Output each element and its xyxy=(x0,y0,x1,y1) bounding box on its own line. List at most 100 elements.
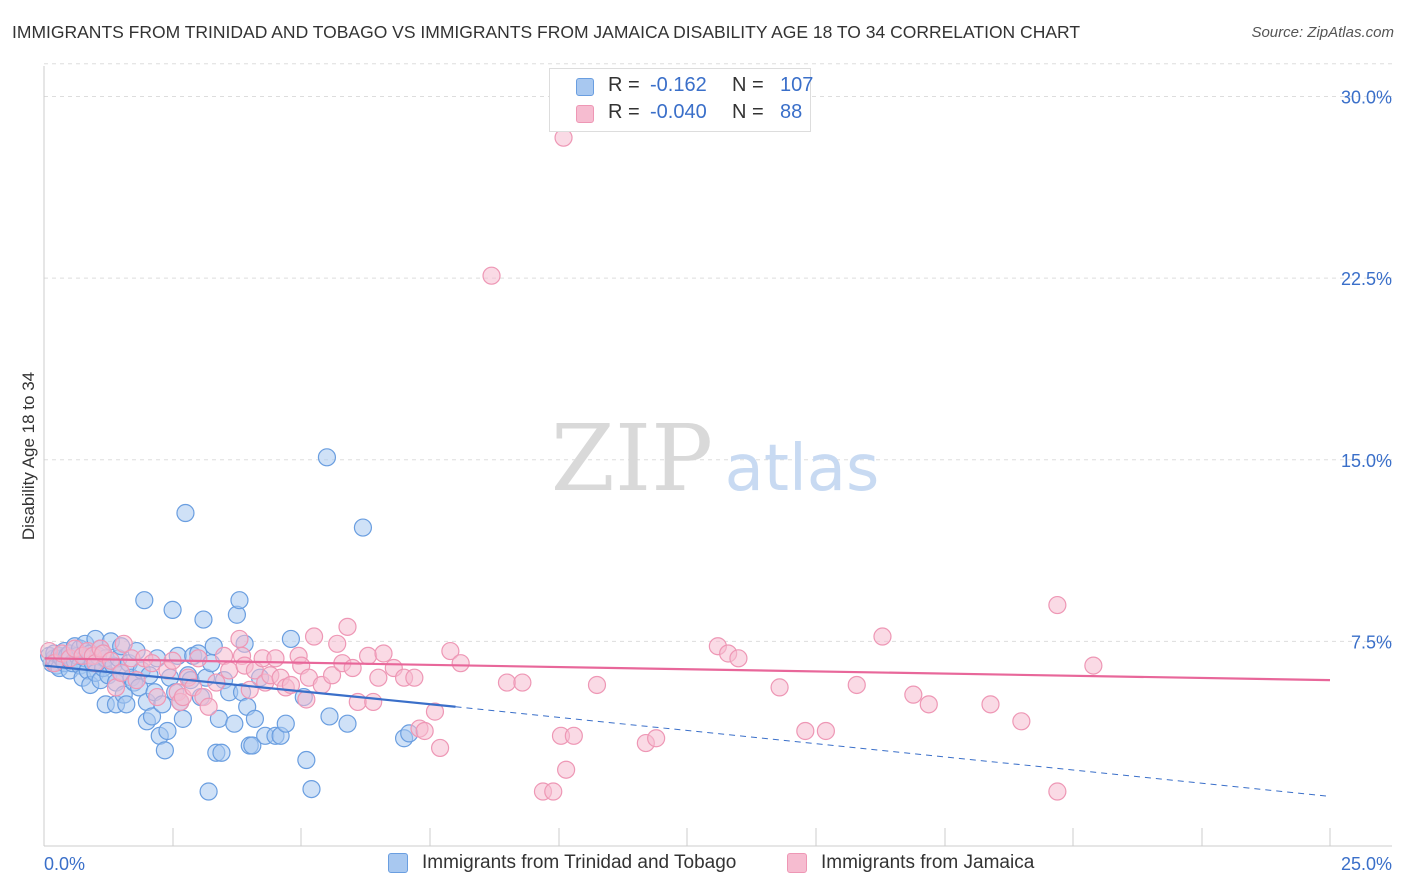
jamaica-point-69 xyxy=(451,654,470,673)
jamaica-point-86 xyxy=(816,721,835,741)
legend-n-label: N = xyxy=(732,74,764,96)
bottom-legend-label-jamaica: Immigrants from Jamaica xyxy=(821,852,1035,873)
trinidad-point-102 xyxy=(320,707,339,726)
jamaica-point-83 xyxy=(729,649,748,668)
jamaica-point-36 xyxy=(240,680,259,699)
legend-n-value: 88 xyxy=(780,101,803,123)
y-tick-label-0: 7.5% xyxy=(1351,632,1392,652)
jamaica-point-80 xyxy=(647,729,666,748)
trinidad-point-104 xyxy=(353,518,373,537)
x-axis-ticks xyxy=(43,828,1331,846)
trinidad-point-90 xyxy=(243,736,262,755)
y-tick-label-1: 15.0% xyxy=(1341,451,1392,471)
jamaica-point-67 xyxy=(430,738,450,758)
trinidad-point-67 xyxy=(176,503,195,523)
trinidad-point-96 xyxy=(276,714,295,733)
legend-r-value: -0.162 xyxy=(650,74,707,96)
jamaica-point-32 xyxy=(220,661,239,680)
series-trinidad-points xyxy=(40,448,419,801)
jamaica-point-78 xyxy=(587,675,607,695)
legend-r-label: R = xyxy=(608,74,640,96)
jamaica-point-91 xyxy=(981,695,1000,714)
jamaica-point-58 xyxy=(364,692,383,712)
jamaica-point-19 xyxy=(148,687,167,707)
watermark-zip: ZIP xyxy=(551,405,713,512)
bottom-legend-swatch-trinidad xyxy=(388,853,408,873)
jamaica-point-70 xyxy=(482,266,501,285)
trinidad-point-66 xyxy=(173,709,192,728)
jamaica-trend-line xyxy=(43,657,1331,682)
jamaica-point-93 xyxy=(1048,782,1067,801)
legend-r-label: R = xyxy=(608,101,640,123)
legend-r-value: -0.040 xyxy=(650,101,707,123)
jamaica-point-60 xyxy=(374,644,393,663)
jamaica-point-33 xyxy=(230,629,249,649)
jamaica-point-68 xyxy=(441,641,460,661)
jamaica-point-52 xyxy=(328,634,347,653)
jamaica-point-47 xyxy=(297,690,316,709)
jamaica-point-59 xyxy=(369,668,388,687)
jamaica-point-27 xyxy=(189,649,208,668)
jamaica-point-18 xyxy=(142,654,162,673)
trinidad-point-73 xyxy=(194,610,213,629)
watermark: ZIP atlas xyxy=(551,405,879,512)
trinidad-trend-extension xyxy=(455,706,1331,797)
jamaica-point-76 xyxy=(557,760,576,779)
legend-row-jamaica: R = -0.040 N = 88 xyxy=(550,101,810,127)
trinidad-point-62 xyxy=(163,600,182,619)
jamaica-point-49 xyxy=(304,627,324,646)
trend-lines xyxy=(43,657,1331,797)
trinidad-point-59 xyxy=(155,741,174,760)
legend-swatch-jamaica xyxy=(576,105,594,123)
trinidad-point-91 xyxy=(245,709,265,728)
jamaica-point-11 xyxy=(101,651,120,670)
jamaica-point-89 xyxy=(904,685,923,704)
source-label: Source: ZipAtlas.com xyxy=(1251,24,1394,41)
jamaica-point-72 xyxy=(513,673,532,692)
trinidad-point-83 xyxy=(225,714,244,733)
trinidad-point-101 xyxy=(317,448,337,467)
trinidad-point-97 xyxy=(281,629,301,649)
x-tick-label-min: 0.0% xyxy=(44,854,85,874)
jamaica-point-14 xyxy=(114,634,133,653)
jamaica-point-87 xyxy=(847,675,866,695)
jamaica-point-54 xyxy=(338,617,357,636)
legend-swatch-trinidad xyxy=(576,78,594,96)
jamaica-point-65 xyxy=(415,721,434,741)
y-axis-title: Disability Age 18 to 34 xyxy=(19,372,38,540)
jamaica-point-51 xyxy=(322,666,342,685)
jamaica-point-74 xyxy=(544,782,563,801)
trinidad-point-100 xyxy=(302,779,321,799)
bottom-legend-swatch-jamaica xyxy=(787,853,807,873)
y-tick-label-2: 22.5% xyxy=(1341,269,1392,289)
jamaica-point-41 xyxy=(266,649,285,668)
legend-n-label: N = xyxy=(732,101,764,123)
trinidad-point-99 xyxy=(297,750,316,770)
stats-legend: R = -0.162 N = 107 R = -0.040 N = 88 xyxy=(549,68,814,132)
y-axis-labels: 7.5% 15.0% 22.5% 30.0% xyxy=(1341,88,1392,653)
trinidad-point-103 xyxy=(338,714,357,733)
trinidad-point-50 xyxy=(135,591,154,610)
jamaica-point-71 xyxy=(497,673,517,692)
legend-row-trinidad: R = -0.162 N = 107 xyxy=(550,74,814,100)
jamaica-point-55 xyxy=(343,658,362,678)
jamaica-point-63 xyxy=(405,668,424,687)
jamaica-point-90 xyxy=(919,695,938,714)
jamaica-point-77 xyxy=(564,726,583,745)
jamaica-point-95 xyxy=(1084,656,1103,675)
jamaica-point-84 xyxy=(770,678,789,697)
chart-title: IMMIGRANTS FROM TRINIDAD AND TOBAGO VS I… xyxy=(12,22,1081,42)
trinidad-point-85 xyxy=(230,591,249,610)
jamaica-point-29 xyxy=(199,697,218,716)
jamaica-point-85 xyxy=(796,721,815,741)
trinidad-point-75 xyxy=(199,782,218,801)
watermark-atlas: atlas xyxy=(725,432,880,506)
jamaica-point-94 xyxy=(1048,595,1067,615)
jamaica-point-88 xyxy=(873,627,892,646)
x-tick-label-max: 25.0% xyxy=(1341,854,1392,874)
jamaica-point-66 xyxy=(425,702,445,721)
legend-n-value: 107 xyxy=(780,74,814,96)
trinidad-point-60 xyxy=(158,721,177,741)
trinidad-point-80 xyxy=(212,743,231,762)
